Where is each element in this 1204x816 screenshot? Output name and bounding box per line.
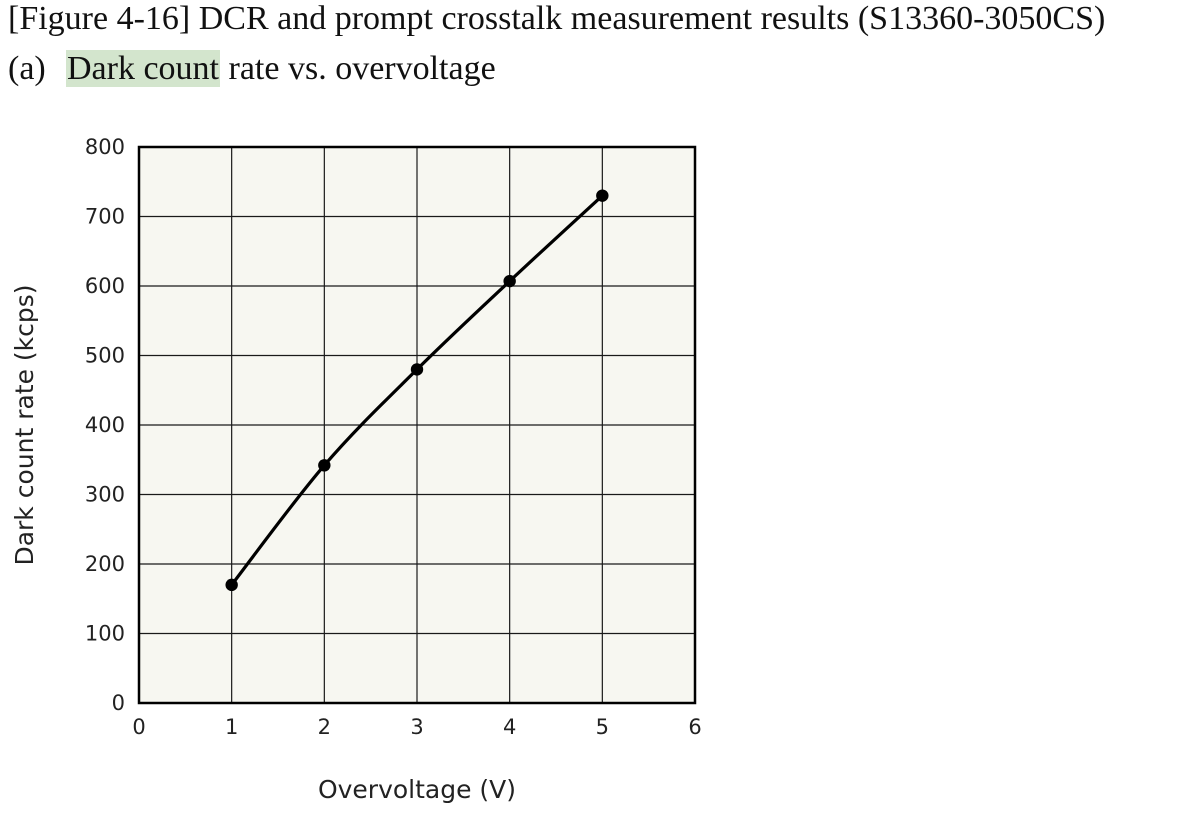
y-tick-label: 100 xyxy=(85,622,125,646)
x-tick-label: 6 xyxy=(688,715,701,739)
y-tick-label: 300 xyxy=(85,483,125,507)
x-tick-label: 0 xyxy=(132,715,145,739)
grid-lines xyxy=(139,147,695,703)
data-point xyxy=(596,189,609,202)
data-point xyxy=(410,363,424,376)
x-tick-label: 5 xyxy=(596,715,609,739)
y-tick-label: 400 xyxy=(85,413,125,437)
tick-labels: 0 1 2 3 4 5 6 0 100 200 300 400 500 600 700 800 xyxy=(85,135,702,739)
y-tick-label: 700 xyxy=(85,205,125,229)
y-tick-label: 600 xyxy=(85,274,125,298)
data-point xyxy=(225,578,238,592)
x-tick-label: 3 xyxy=(410,715,423,739)
x-axis-title: Overvoltage (V) xyxy=(318,775,516,804)
x-tick-label: 2 xyxy=(318,715,331,739)
y-tick-label: 0 xyxy=(112,691,125,715)
highlighted-title-text: Dark count xyxy=(66,50,221,87)
x-tick-label: 4 xyxy=(503,715,516,739)
plot-frame xyxy=(137,145,697,705)
y-axis-title: Dark count rate (kcps) xyxy=(10,284,39,565)
x-tick-label: 1 xyxy=(225,715,238,739)
subfigure-label: (a) xyxy=(8,50,46,87)
subfigure-title-rest: rate vs. overvoltage xyxy=(220,50,496,87)
data-points xyxy=(225,189,609,592)
y-tick-label: 200 xyxy=(85,552,125,576)
y-tick-label: 500 xyxy=(85,344,125,368)
y-tick-label: 800 xyxy=(85,135,125,159)
data-point xyxy=(503,274,516,288)
subfigure-title: (a) Dark count rate vs. overvoltage xyxy=(8,46,496,92)
data-point xyxy=(318,459,331,472)
figure-caption: [Figure 4-16] DCR and prompt crosstalk m… xyxy=(8,0,1106,37)
